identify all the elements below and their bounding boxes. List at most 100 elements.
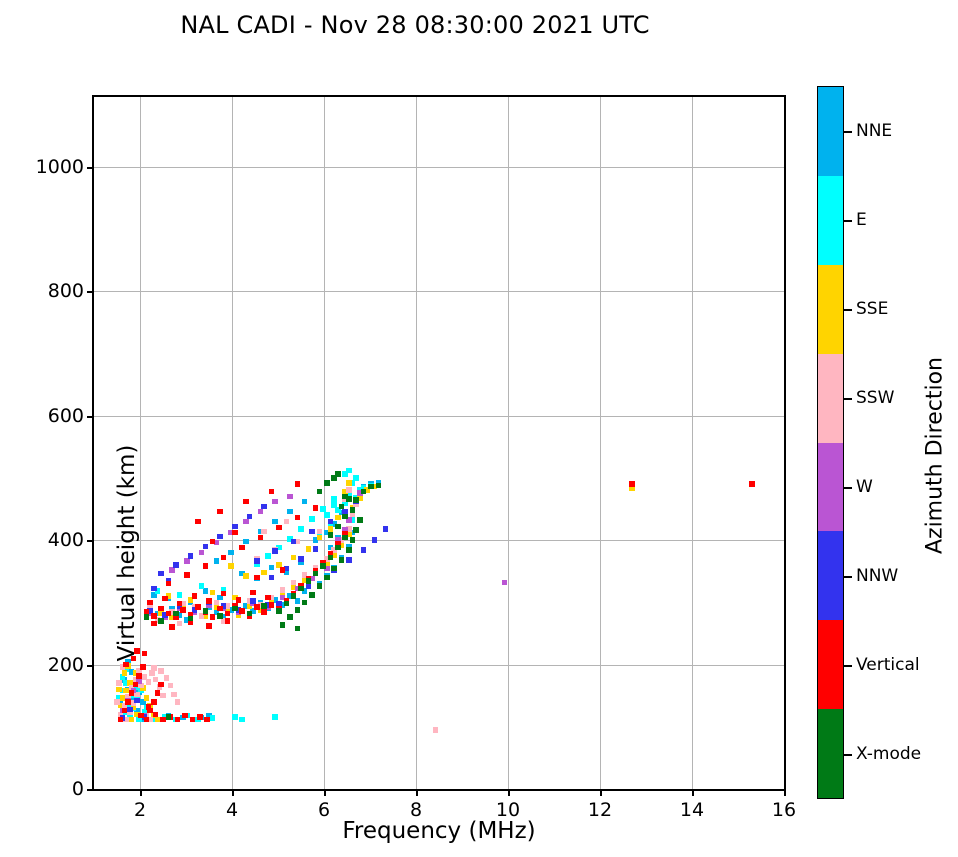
data-point-e bbox=[331, 502, 337, 509]
data-point-ssw bbox=[167, 682, 174, 689]
data-point-x-mode bbox=[346, 547, 352, 553]
data-point-vertical bbox=[158, 605, 164, 612]
data-point-nne bbox=[243, 603, 249, 609]
data-point-nne bbox=[312, 537, 319, 543]
data-point-sse bbox=[301, 577, 308, 583]
data-point-x-mode bbox=[287, 614, 293, 621]
data-point-sse bbox=[357, 494, 363, 501]
data-point-vertical bbox=[220, 590, 227, 597]
data-point-x-mode bbox=[143, 614, 150, 621]
data-point-x-mode bbox=[283, 600, 290, 607]
data-point-nnw bbox=[202, 543, 209, 550]
data-point-vertical bbox=[130, 655, 137, 662]
data-point-ssw bbox=[141, 674, 148, 680]
data-point-nne bbox=[272, 518, 278, 525]
data-point-nnw bbox=[309, 528, 315, 535]
y-tick bbox=[87, 291, 94, 294]
data-point-ssw bbox=[117, 711, 124, 718]
x-tick bbox=[784, 789, 786, 796]
y-tick bbox=[87, 540, 94, 543]
data-point-x-mode bbox=[342, 493, 348, 500]
data-point-vertical bbox=[204, 716, 210, 723]
data-point-sse bbox=[243, 573, 249, 579]
data-point-vertical bbox=[189, 716, 196, 723]
data-point-sse bbox=[324, 560, 330, 567]
data-point-x-mode bbox=[202, 608, 209, 614]
data-point-ssw bbox=[169, 609, 175, 616]
data-point-e bbox=[309, 516, 315, 522]
data-point-e bbox=[151, 716, 157, 723]
data-point-sse bbox=[364, 487, 370, 494]
data-point-e bbox=[360, 485, 367, 491]
data-point-vertical bbox=[224, 610, 231, 617]
data-point-w bbox=[228, 529, 234, 536]
data-point-vertical bbox=[209, 614, 216, 621]
data-point-w bbox=[169, 567, 175, 573]
data-point-x-mode bbox=[375, 482, 382, 489]
data-point-e bbox=[119, 687, 126, 694]
data-point-e bbox=[154, 588, 161, 594]
y-tick-label: 400 bbox=[47, 529, 84, 552]
data-point-nne bbox=[346, 543, 352, 550]
x-tick-label: 12 bbox=[587, 799, 613, 821]
data-point-nne bbox=[272, 597, 278, 603]
data-point-sse bbox=[158, 610, 164, 617]
colorbar-segment-nnw bbox=[818, 531, 843, 621]
data-point-ssw bbox=[294, 538, 301, 545]
data-point-w bbox=[213, 539, 220, 546]
data-point-x-mode bbox=[232, 605, 238, 612]
data-point-nne bbox=[128, 669, 135, 675]
data-point-e bbox=[141, 709, 148, 715]
data-point-ssw bbox=[136, 667, 142, 674]
data-point-vertical bbox=[232, 529, 238, 536]
data-point-vertical bbox=[145, 704, 152, 710]
data-point-e bbox=[353, 475, 359, 481]
data-point-sse bbox=[127, 680, 133, 686]
data-point-sse bbox=[123, 687, 129, 694]
gridline-vertical bbox=[324, 97, 325, 789]
data-point-nnw bbox=[173, 562, 179, 568]
data-point-w bbox=[309, 575, 315, 582]
y-tick bbox=[87, 415, 94, 418]
gridline-vertical bbox=[140, 97, 141, 789]
data-point-sse bbox=[165, 593, 172, 599]
x-tick-label: 6 bbox=[317, 799, 331, 821]
data-point-sse bbox=[335, 514, 341, 521]
data-point-w bbox=[294, 585, 301, 592]
data-point-vertical bbox=[217, 605, 223, 612]
data-point-e bbox=[349, 517, 356, 523]
data-point-x-mode bbox=[353, 497, 359, 504]
data-point-vertical bbox=[279, 567, 286, 573]
data-point-x-mode bbox=[368, 483, 374, 490]
data-point-nne bbox=[301, 498, 308, 505]
colorbar-label-nne: NNE bbox=[856, 120, 893, 141]
data-point-x-mode bbox=[327, 532, 334, 538]
data-point-nnw bbox=[312, 545, 319, 552]
data-point-ssw bbox=[432, 727, 439, 733]
data-point-ssw bbox=[138, 682, 144, 689]
data-point-vertical bbox=[143, 609, 150, 616]
data-point-nne bbox=[125, 658, 131, 665]
data-point-sse bbox=[121, 670, 128, 677]
data-point-nne bbox=[257, 528, 264, 535]
data-point-ssw bbox=[349, 511, 356, 517]
data-point-sse bbox=[228, 563, 234, 569]
data-point-vertical bbox=[312, 504, 319, 511]
data-point-ssw bbox=[261, 528, 267, 535]
data-point-sse bbox=[346, 531, 352, 537]
data-point-ssw bbox=[283, 518, 290, 525]
data-point-ssw bbox=[121, 702, 128, 709]
data-point-e bbox=[324, 512, 330, 518]
data-point-sse bbox=[305, 545, 312, 552]
data-point-ssw bbox=[116, 680, 122, 686]
data-point-x-mode bbox=[320, 563, 326, 569]
x-tick-label: 14 bbox=[679, 799, 705, 821]
data-point-sse bbox=[143, 695, 150, 701]
colorbar-label-sse: SSE bbox=[856, 298, 889, 319]
data-point-nnw bbox=[305, 583, 312, 589]
gridline-horizontal bbox=[94, 415, 784, 417]
data-point-ssw bbox=[180, 600, 186, 607]
colorbar-segment-w bbox=[818, 442, 843, 532]
data-point-ssw bbox=[132, 676, 139, 683]
data-point-nnw bbox=[327, 518, 334, 525]
